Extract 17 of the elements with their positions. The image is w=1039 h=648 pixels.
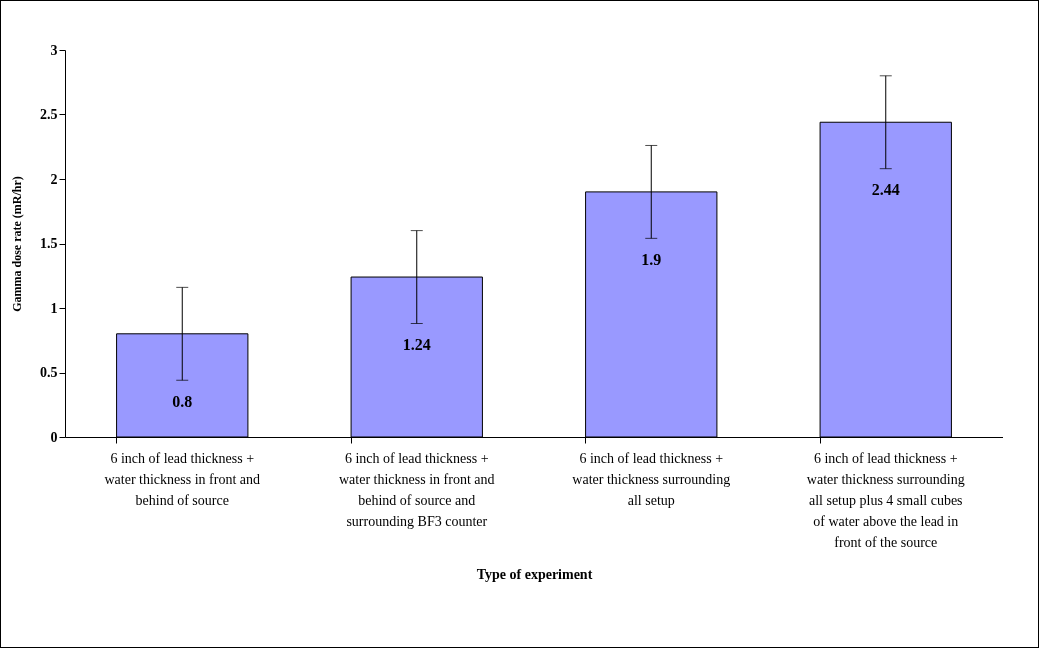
y-tick-label: 0.5 bbox=[40, 365, 58, 380]
y-tick-label: 1.5 bbox=[40, 236, 58, 251]
y-tick-label: 0 bbox=[50, 429, 58, 445]
y-tick-label: 2 bbox=[50, 171, 58, 187]
y-tick-label: 2.5 bbox=[40, 107, 58, 122]
x-axis-title: Type of experiment bbox=[476, 566, 593, 582]
data-label: 2.44 bbox=[871, 181, 900, 199]
data-label: 0.8 bbox=[172, 392, 193, 410]
y-axis-title: Gamma dose rate (mR/hr) bbox=[10, 176, 24, 312]
y-tick-label: 1 bbox=[50, 300, 58, 316]
x-tick-label: 6 inch of lead thickness + water thickness in front and behind of source and surrounding BF3 counter bbox=[338, 450, 495, 529]
data-label: 1.9 bbox=[641, 250, 662, 268]
y-tick-label: 3 bbox=[50, 42, 58, 58]
x-tick-label: 6 inch of lead thickness + water thickness surrounding all setup bbox=[572, 450, 731, 508]
x-tick-label: 6 inch of lead thickness + water thickness surrounding all setup plus 4 small cubes of water above the lead in front of the source bbox=[806, 450, 965, 550]
x-tick-label: 6 inch of lead thickness + water thickness in front and behind of source bbox=[104, 450, 261, 508]
data-label: 1.24 bbox=[402, 336, 431, 354]
